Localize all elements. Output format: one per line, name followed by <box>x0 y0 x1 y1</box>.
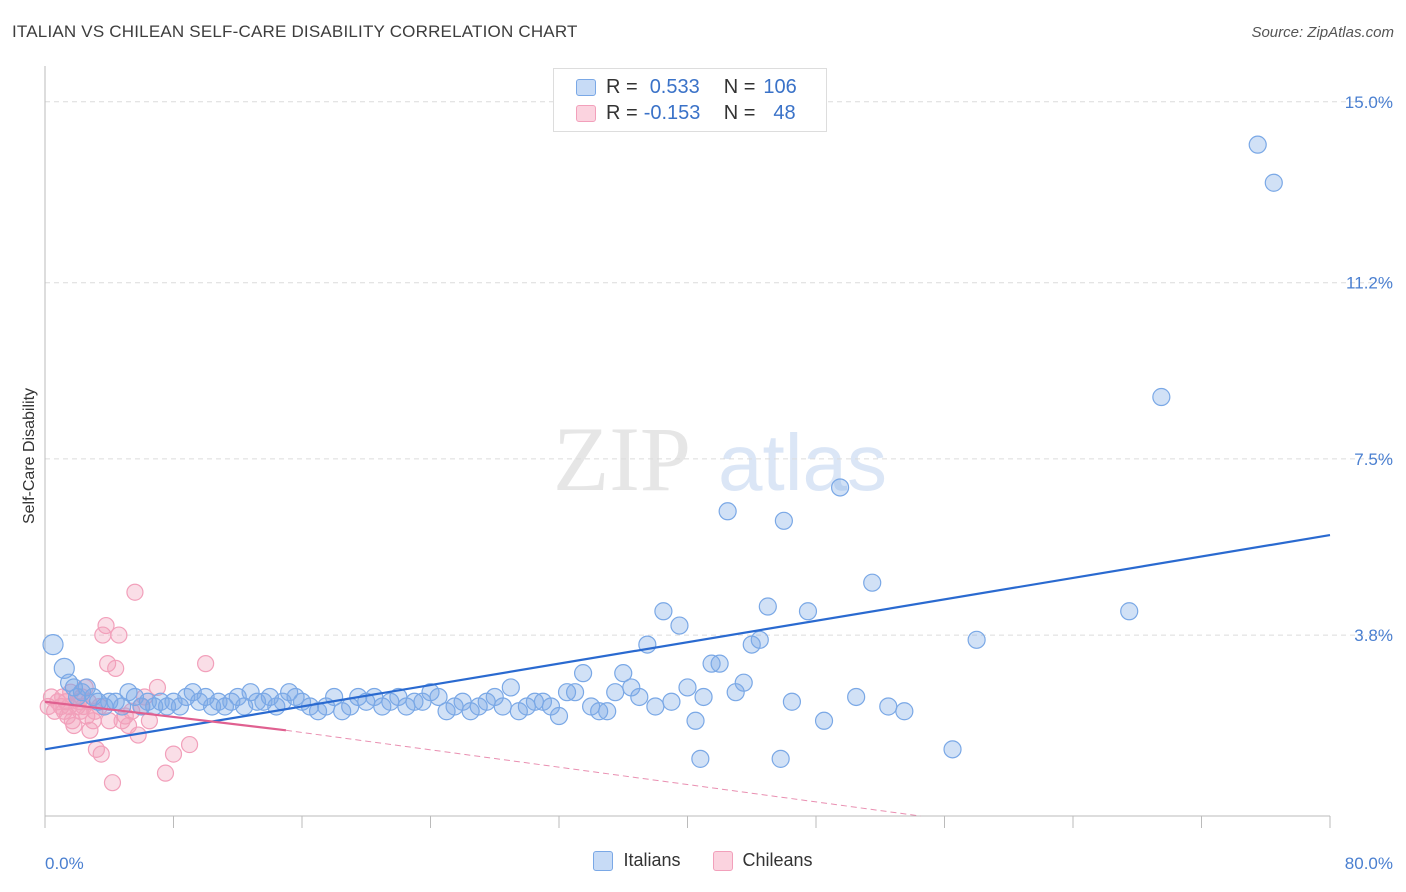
chileans-point[interactable] <box>92 745 110 763</box>
chileans-legend-label: Chileans <box>742 850 813 870</box>
italians-point[interactable] <box>750 630 769 649</box>
chileans-point[interactable] <box>164 745 183 763</box>
legend-item-italians[interactable]: Italians <box>593 850 681 871</box>
italians-point[interactable] <box>895 702 914 721</box>
legend-item-chileans[interactable]: Chileans <box>712 850 813 871</box>
y-axis-label: Self-Care Disability <box>21 388 38 524</box>
tick-labels: 3.8% 7.5% 11.2% 15.0% 0.0% 80.0% <box>45 93 1393 873</box>
legend-r-label: R = <box>606 75 638 98</box>
legend-n-value: 106 <box>763 75 797 98</box>
chileans-point[interactable] <box>126 583 144 601</box>
italians-point[interactable] <box>549 706 569 726</box>
italians-point[interactable] <box>241 683 260 702</box>
axes <box>44 66 1331 828</box>
italians-trend-line <box>44 533 1331 751</box>
italians-point[interactable] <box>670 616 689 635</box>
italians-point[interactable] <box>53 657 75 680</box>
italians-point[interactable] <box>967 630 986 649</box>
italians-point[interactable] <box>565 683 585 702</box>
chileans-point[interactable] <box>97 616 115 635</box>
legend-r-label: R = <box>606 101 638 124</box>
chileans-point[interactable] <box>65 716 83 735</box>
legend-row-chileans: R = -0.153 N = 48 <box>576 101 796 125</box>
x-tick-label: 0.0% <box>45 854 84 873</box>
chileans-trend-extension <box>285 729 921 817</box>
italians-point[interactable] <box>694 687 713 707</box>
italians-point[interactable] <box>798 602 818 621</box>
chileans-point[interactable] <box>197 655 215 673</box>
italians-point[interactable] <box>879 697 898 716</box>
italians-point[interactable] <box>782 692 802 711</box>
italians-point[interactable] <box>1264 173 1283 192</box>
x-tick-label: 80.0% <box>1345 854 1393 873</box>
source-label: Source: ZipAtlas.com <box>1251 24 1394 41</box>
legend-n-value: 48 <box>773 101 796 124</box>
italians-point[interactable] <box>691 749 710 768</box>
italians-point[interactable] <box>654 602 673 621</box>
italians-point[interactable] <box>42 633 64 656</box>
y-tick-label: 7.5% <box>1354 450 1393 469</box>
italians-point[interactable] <box>774 511 793 530</box>
chileans-point[interactable] <box>81 721 99 739</box>
italians-point[interactable] <box>429 687 448 707</box>
chileans-point[interactable] <box>99 655 117 673</box>
italians-point[interactable] <box>630 687 649 707</box>
chart-title: ITALIAN VS CHILEAN SELF-CARE DISABILITY … <box>12 22 578 41</box>
italians-point[interactable] <box>847 687 866 707</box>
italians-point[interactable] <box>614 664 633 683</box>
legend-n-label: N = <box>723 75 756 98</box>
y-tick-label: 3.8% <box>1354 626 1393 645</box>
italians-point[interactable] <box>170 697 190 716</box>
italians-point[interactable] <box>77 678 96 697</box>
italians-point[interactable] <box>646 697 665 716</box>
chileans-point[interactable] <box>180 735 199 754</box>
italians-point[interactable] <box>814 711 834 730</box>
italians-point[interactable] <box>678 678 697 697</box>
italians-point[interactable] <box>1152 387 1171 407</box>
italians-legend-swatch <box>593 850 614 871</box>
italians-point[interactable] <box>598 702 617 721</box>
italians-point[interactable] <box>1120 602 1139 621</box>
chileans-point[interactable] <box>103 774 122 792</box>
italians-point[interactable] <box>758 597 777 616</box>
italians-point[interactable] <box>830 478 850 497</box>
italians-series <box>42 135 1283 768</box>
italians-point[interactable] <box>943 740 962 759</box>
chileans-trend-line <box>44 700 287 732</box>
italians-point[interactable] <box>734 673 753 692</box>
italians-point[interactable] <box>863 573 882 592</box>
chileans-point[interactable] <box>148 678 167 697</box>
y-tick-label: 15.0% <box>1345 93 1393 112</box>
italians-point[interactable] <box>573 664 593 683</box>
italians-point[interactable] <box>771 749 790 768</box>
italians-point[interactable] <box>493 697 512 716</box>
legend-r-value: -0.153 <box>643 101 701 124</box>
italians-swatch <box>576 78 596 96</box>
chileans-point[interactable] <box>156 764 175 782</box>
italians-point[interactable] <box>710 654 729 673</box>
chileans-point[interactable] <box>107 659 125 678</box>
italians-point[interactable] <box>686 711 705 730</box>
italians-point[interactable] <box>606 683 625 702</box>
chileans-swatch <box>576 104 596 122</box>
watermark-atlas: atlas <box>718 418 887 507</box>
chileans-point[interactable] <box>110 626 128 644</box>
italians-point[interactable] <box>662 692 681 711</box>
y-tick-label: 11.2% <box>1346 274 1393 293</box>
italians-point[interactable] <box>718 502 737 521</box>
legend-r-value: 0.533 <box>649 75 700 98</box>
stats-legend: R = 0.533 N = 106 R = -0.153 N = 48 <box>553 68 827 132</box>
italians-legend-label: Italians <box>623 850 681 870</box>
legend-n-label: N = <box>723 101 756 124</box>
legend-row-italians: R = 0.533 N = 106 <box>576 75 797 99</box>
gridlines <box>45 101 1395 636</box>
series-legend: Italians Chileans <box>0 850 1406 871</box>
trend-lines <box>44 533 1331 817</box>
italians-point[interactable] <box>1248 135 1267 154</box>
italians-point[interactable] <box>501 678 520 697</box>
chileans-legend-swatch <box>712 850 733 871</box>
